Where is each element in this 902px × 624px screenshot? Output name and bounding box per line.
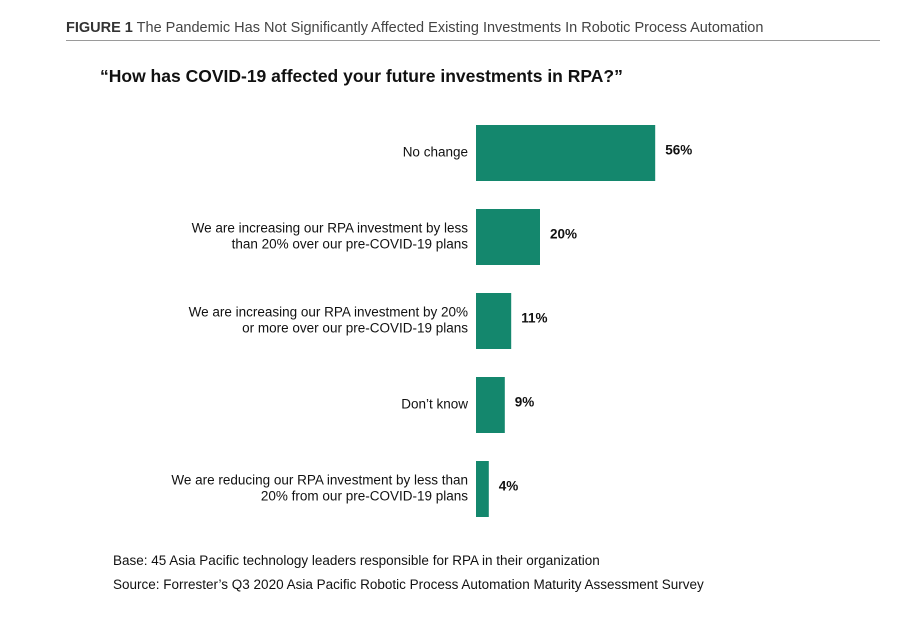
figure-label: FIGURE 1 <box>66 20 133 36</box>
category-label-line: than 20% over our pre-COVID-19 plans <box>232 237 469 252</box>
category-label-line: We are increasing our RPA investment by … <box>192 221 469 236</box>
category-label-line: No change <box>403 145 468 160</box>
base-note: Base: 45 Asia Pacific technology leaders… <box>113 553 600 568</box>
bar-2 <box>476 293 512 349</box>
category-label-line: We are reducing our RPA investment by le… <box>171 473 468 488</box>
category-label-2: We are increasing our RPA investment by … <box>189 305 469 336</box>
category-label-line: 20% from our pre-COVID-19 plans <box>261 489 468 504</box>
category-label-4: We are reducing our RPA investment by le… <box>171 473 468 504</box>
chart-title: “How has COVID-19 affected your future i… <box>100 66 623 86</box>
source-note: Source: Forrester’s Q3 2020 Asia Pacific… <box>113 577 704 592</box>
category-label-1: We are increasing our RPA investment by … <box>192 221 469 252</box>
value-label-3: 9% <box>515 395 535 410</box>
category-label-3: Don’t know <box>401 397 468 412</box>
category-label-0: No change <box>403 145 468 160</box>
value-label-2: 11% <box>521 311 547 326</box>
value-label-0: 56% <box>665 143 692 158</box>
figure-header: FIGURE 1 The Pandemic Has Not Significan… <box>66 20 880 36</box>
bar-3 <box>476 377 505 433</box>
bar-0 <box>476 125 656 181</box>
bar-4 <box>476 461 489 517</box>
category-label-line: or more over our pre-COVID-19 plans <box>242 321 468 336</box>
value-label-1: 20% <box>550 227 577 242</box>
category-label-line: Don’t know <box>401 397 468 412</box>
header-divider <box>66 40 880 41</box>
category-label-line: We are increasing our RPA investment by … <box>189 305 468 320</box>
figure-title: The Pandemic Has Not Significantly Affec… <box>136 20 764 36</box>
value-label-4: 4% <box>499 479 519 494</box>
bar-1 <box>476 209 540 265</box>
